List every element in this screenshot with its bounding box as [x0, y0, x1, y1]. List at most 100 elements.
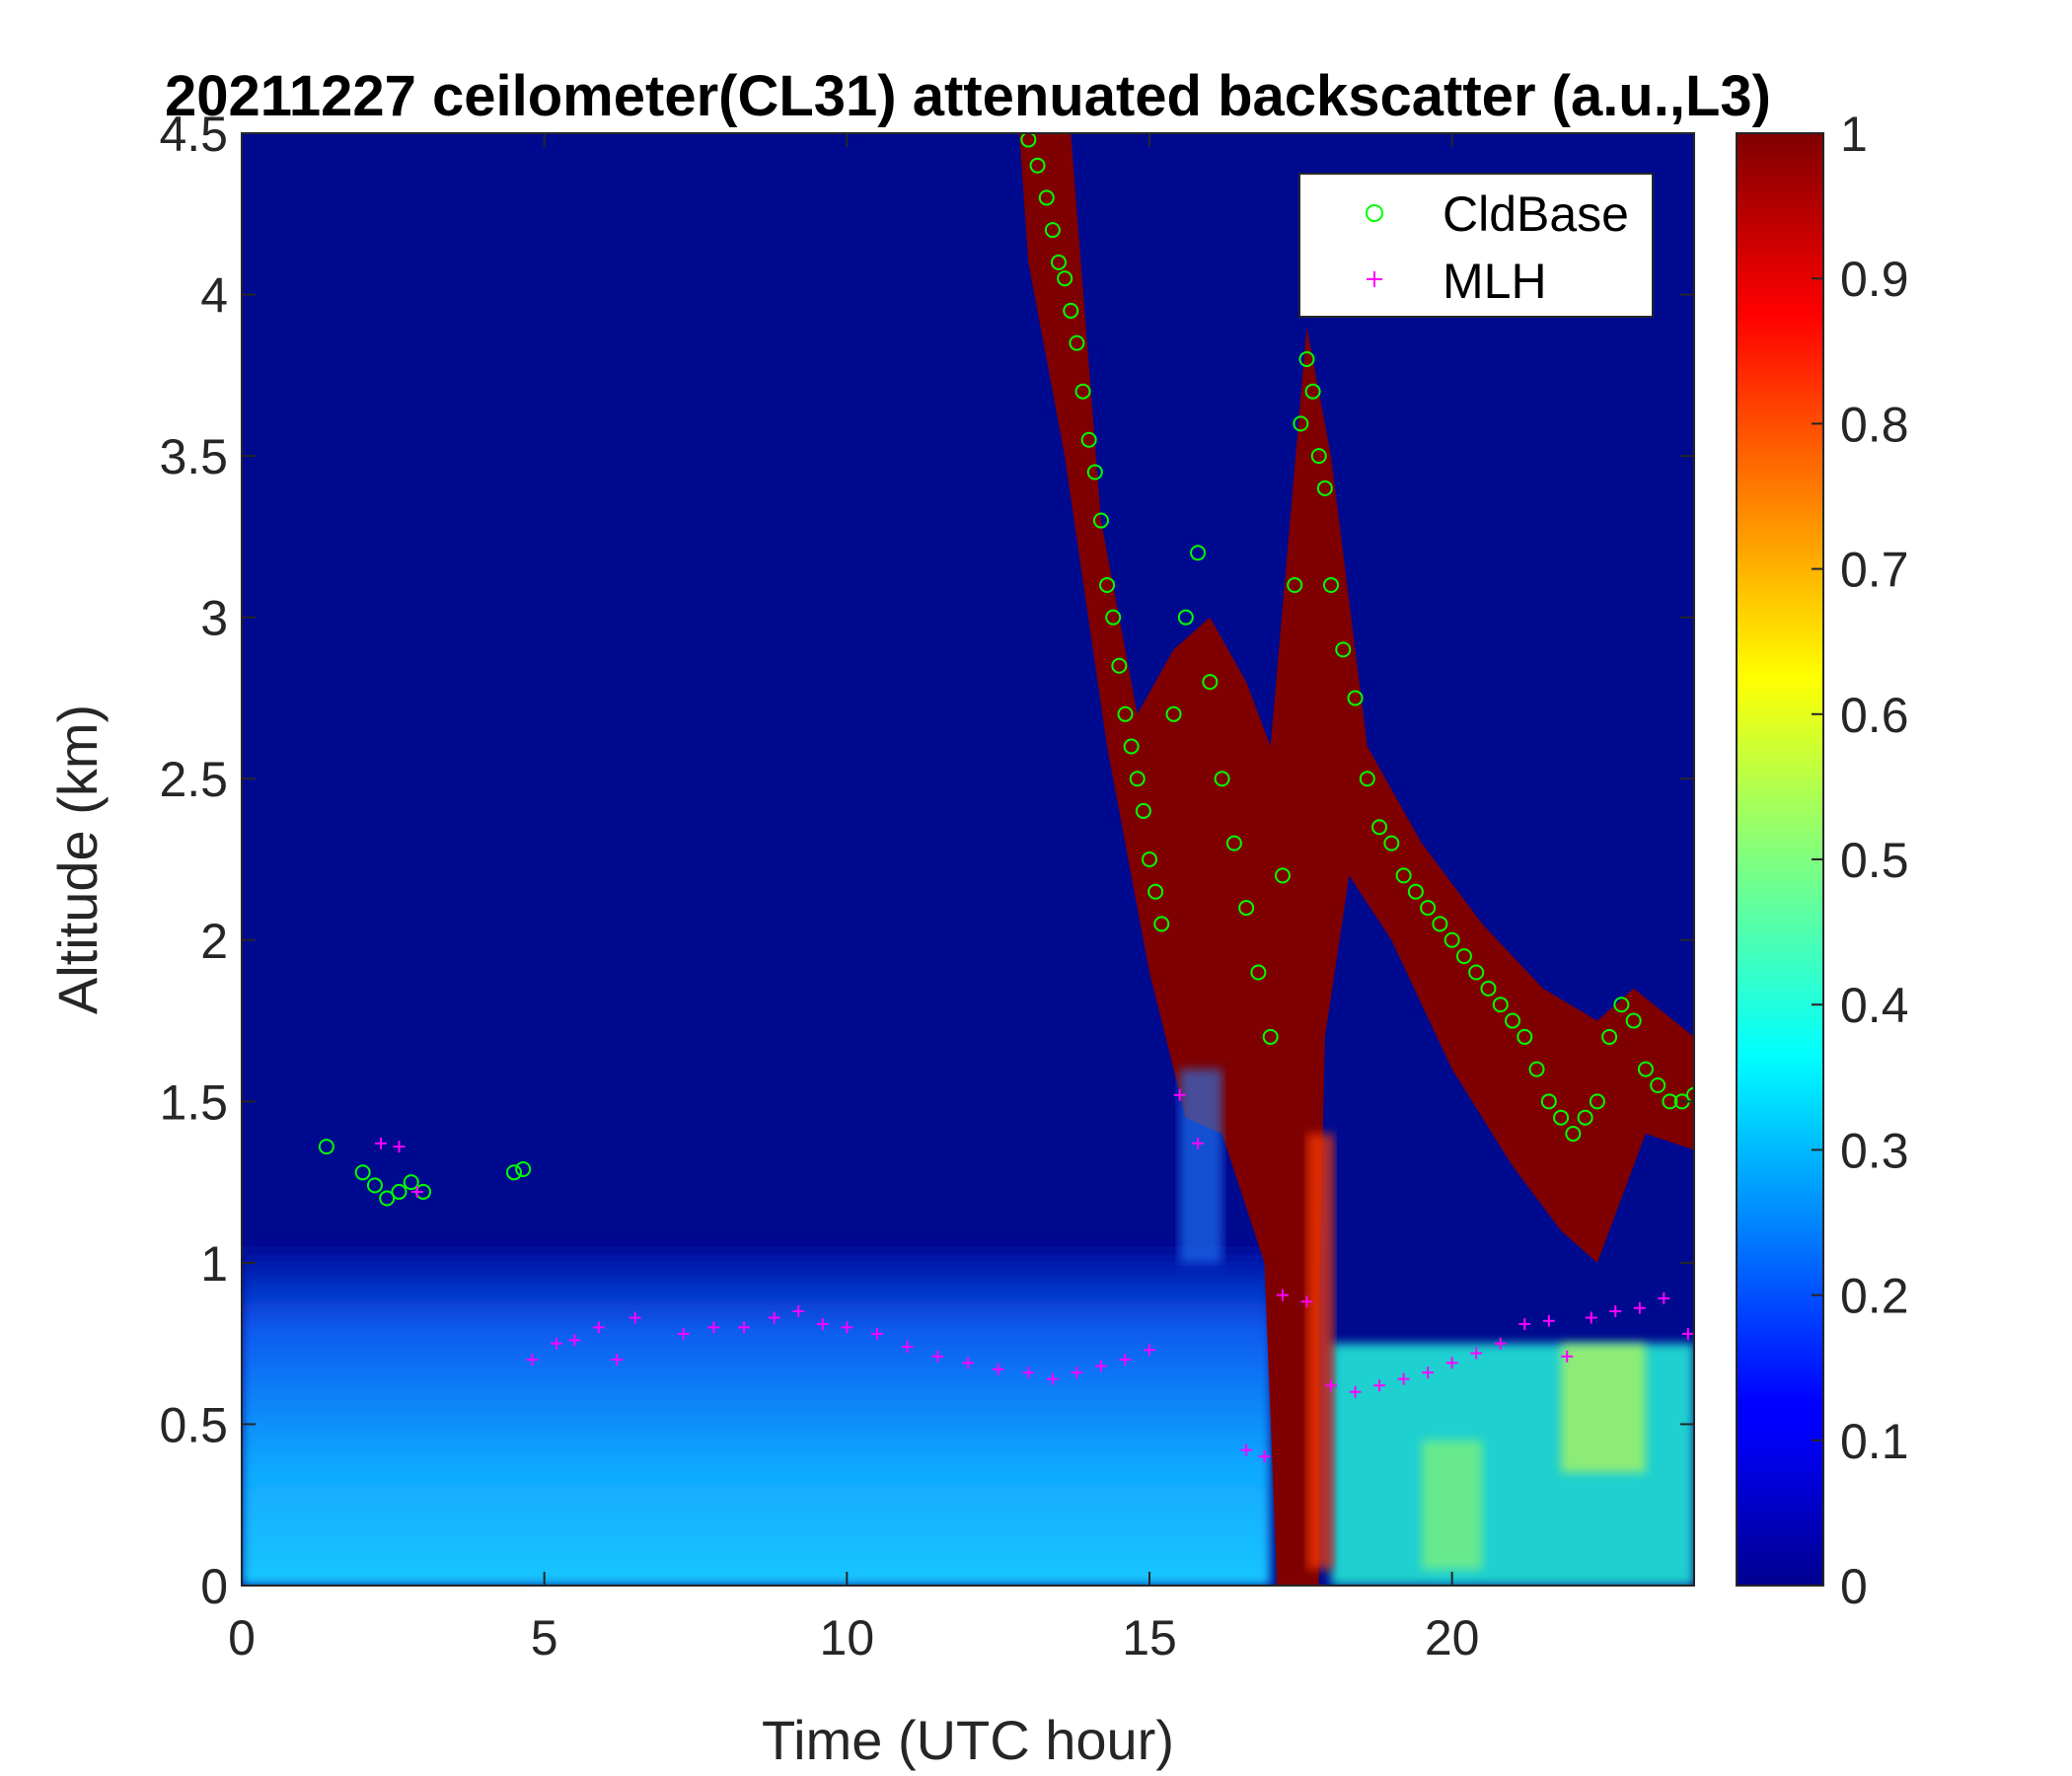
cldbase-point	[391, 1183, 407, 1200]
y-tick-label: 2.5	[159, 752, 228, 807]
cldbase-point	[1129, 771, 1146, 787]
mlh-point	[629, 1311, 641, 1324]
x-tick-label: 0	[228, 1610, 256, 1665]
cldbase-point	[1225, 835, 1242, 851]
cldbase-point	[1480, 980, 1497, 997]
cldbase-point	[1020, 133, 1037, 148]
cldbase-point	[1153, 916, 1170, 932]
cldbase-point	[1304, 383, 1321, 400]
cldbase-point	[1038, 189, 1055, 206]
mlh-point	[738, 1321, 751, 1334]
mlh-point	[816, 1318, 829, 1331]
mlh-point	[792, 1304, 805, 1317]
mlh-point	[1658, 1292, 1670, 1304]
y-tick-label: 0	[200, 1559, 228, 1614]
cldbase-point	[1147, 883, 1164, 900]
mlh-point	[1192, 1137, 1205, 1149]
colorbar-tick-label: 0	[1840, 1559, 1868, 1614]
cldbase-point	[1250, 964, 1267, 981]
mlh-point	[1094, 1360, 1107, 1372]
y-tick-label: 3	[200, 591, 228, 646]
mlh-point	[1397, 1372, 1410, 1385]
plot-frame	[241, 132, 1695, 1587]
heatmap-patch	[1422, 1440, 1483, 1570]
x-tick-label: 10	[820, 1610, 875, 1665]
mlh-point	[1542, 1314, 1555, 1327]
cldbase-point	[1577, 1109, 1593, 1126]
cldbase-point	[1505, 1012, 1520, 1029]
mlh-point	[410, 1185, 423, 1198]
mlh-point	[592, 1321, 605, 1334]
colorbar-ticks: 0 0.1 0.2 0.3 0.4 0.5 0.6 0.7 0.8 0.9 1	[1812, 107, 1909, 1614]
cldbase-point	[366, 1177, 383, 1194]
mlh-point	[568, 1334, 581, 1347]
heatmap-patch	[1179, 1069, 1222, 1263]
cldbase-point	[1029, 157, 1046, 174]
mlh-point	[901, 1340, 914, 1353]
cldbase-point	[506, 1164, 522, 1181]
mlh-point	[1494, 1337, 1507, 1350]
heatmap-patch	[1306, 1134, 1335, 1570]
cldbase-point	[1371, 819, 1388, 836]
mlh-point	[1633, 1301, 1646, 1314]
cldbase-point	[1443, 931, 1460, 948]
cldbase-point	[1432, 916, 1448, 932]
colorbar: 0 0.1 0.2 0.3 0.4 0.5 0.6 0.7 0.8 0.9 1	[1736, 107, 1909, 1614]
cldbase-point	[1528, 1061, 1545, 1077]
cldbase-point	[1086, 464, 1103, 481]
cldbase-point	[1686, 1086, 1694, 1103]
cldbase-point	[1057, 270, 1073, 287]
cldbase-point	[354, 1164, 371, 1181]
chart-title: 20211227 ceilometer(CL31) attenuated bac…	[165, 64, 1771, 128]
legend-mlh-label: MLH	[1443, 254, 1547, 309]
cldbase-point	[1553, 1109, 1570, 1126]
mlh-point	[768, 1311, 780, 1324]
legend-box	[1298, 173, 1654, 318]
cldbase-point	[1105, 609, 1122, 626]
mlh-point	[992, 1363, 1004, 1375]
y-tick-label: 4	[200, 268, 228, 324]
cldbase-point	[379, 1190, 396, 1207]
mlh-point	[1119, 1354, 1132, 1367]
mlh-point	[1022, 1367, 1035, 1379]
cldbase-point	[515, 1161, 532, 1178]
y-tick-label: 1.5	[159, 1074, 228, 1130]
y-tick-label: 1	[200, 1236, 228, 1292]
colorbar-tick-label: 0.6	[1840, 688, 1909, 743]
heatmap-features	[242, 133, 1694, 1586]
series-mlh	[375, 1088, 1694, 1463]
cldbase-point	[1069, 334, 1085, 351]
plot-area	[241, 132, 1695, 1587]
cldbase-point	[1190, 545, 1207, 561]
cldbase-point	[1383, 835, 1400, 851]
cldbase-point	[403, 1174, 419, 1191]
colorbar-tick-label: 1	[1840, 107, 1868, 162]
mlh-point	[1609, 1304, 1622, 1317]
cldbase-point	[1051, 254, 1067, 270]
mlh-point	[1325, 1379, 1337, 1392]
mlh-point	[931, 1350, 944, 1363]
cldbase-point	[1420, 900, 1437, 917]
x-tick-label: 15	[1122, 1610, 1177, 1665]
y-tick-label: 3.5	[159, 429, 228, 484]
mlh-point	[1445, 1357, 1458, 1369]
mlh-point	[1681, 1327, 1694, 1340]
cldbase-point	[1359, 771, 1375, 787]
mlh-point	[1258, 1450, 1271, 1463]
cldbase-point	[1517, 1028, 1533, 1045]
mlh-point	[1470, 1347, 1483, 1360]
colorbar-tick-label: 0.2	[1840, 1269, 1909, 1324]
legend-mlh-marker	[1367, 271, 1382, 287]
mlh-point	[1144, 1344, 1155, 1357]
y-tick-label: 2	[200, 914, 228, 969]
series-markers	[318, 133, 1694, 1463]
cldbase-point	[1335, 641, 1352, 658]
mlh-point	[611, 1354, 624, 1367]
cldbase-point	[1589, 1093, 1605, 1110]
y-axis-label: Altitude (km)	[46, 704, 109, 1014]
cldbase-point	[1395, 867, 1412, 884]
mlh-point	[1046, 1372, 1059, 1385]
cldbase-point	[1177, 609, 1194, 626]
cldbase-point	[1092, 512, 1109, 529]
cldbase-point	[1468, 964, 1485, 981]
